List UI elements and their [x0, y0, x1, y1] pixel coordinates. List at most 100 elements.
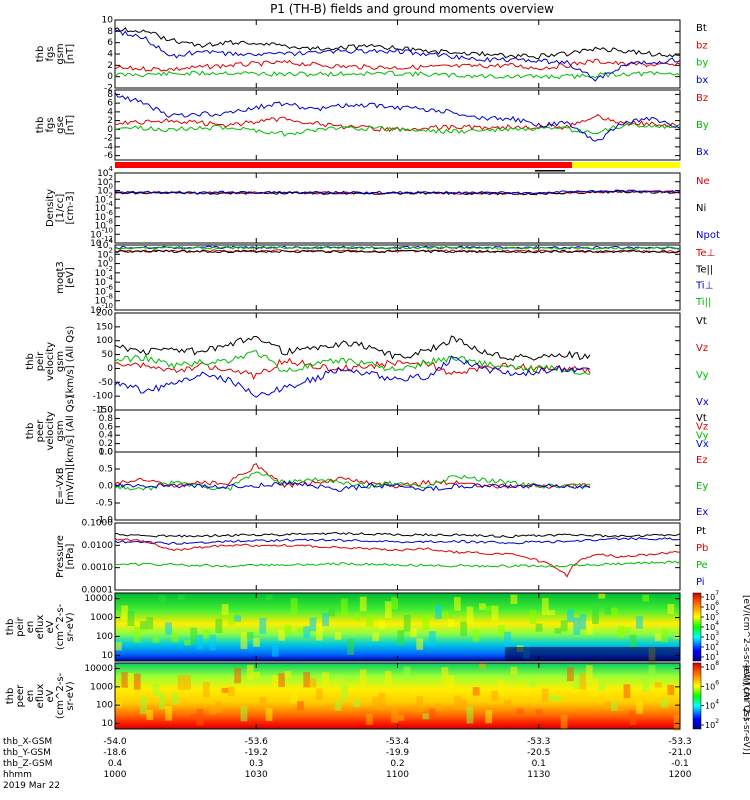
colorbar-peer	[692, 662, 702, 730]
y-tick-label: 100	[97, 256, 113, 270]
y-tick-label: 10-6	[95, 283, 114, 297]
y-tick-label: 4	[107, 107, 113, 117]
legend-entry: Vy	[696, 370, 709, 381]
series-pressure-Pb	[114, 537, 680, 578]
legend-entry: Pt	[696, 526, 706, 537]
panel-frame	[114, 244, 681, 311]
mode-bar	[115, 162, 680, 172]
y-tick-label: 10-4	[95, 274, 114, 288]
y-label-line: Pressure	[55, 535, 66, 578]
colorbar-tick-label: 104	[705, 620, 719, 632]
series-pressure-Pe	[114, 560, 681, 568]
y-label-line: eV	[45, 620, 56, 633]
footer-value-z: 0.3	[249, 759, 263, 769]
colorbar-tick-label: 103	[705, 630, 719, 642]
y-axis-label: thb peer en eflux eV (cm^2-s-sr-eV)	[5, 672, 76, 719]
y-tick-label: 6	[107, 99, 113, 109]
footer-value-x: -53.4	[386, 737, 410, 747]
y-axis-label: Density [1/cc] [cm-3]	[45, 189, 76, 227]
colorbar-tick-label: 101	[705, 650, 719, 662]
x-ticks	[114, 593, 681, 661]
y-tick-label: -0.5	[95, 499, 113, 509]
legend-entry: Ti||	[695, 297, 711, 308]
y-label-line: peer	[15, 684, 26, 708]
series-fgs-gsm-Bt	[114, 26, 681, 60]
series-pressure-Pt	[114, 531, 681, 538]
y-label-line: [km/s] (All Qs)	[65, 395, 76, 467]
y-label-line: [km/s] (All Qs)	[65, 326, 76, 398]
y-label-line: gse	[55, 116, 66, 134]
x-ticks	[114, 410, 681, 452]
legend-entry: Vz	[696, 422, 708, 433]
legend: Bt bz by bx	[696, 23, 708, 86]
y-label-line: thb	[25, 353, 36, 370]
y-tick-label: 100	[97, 183, 113, 197]
y-label-line: sr-eV)	[65, 612, 76, 641]
y-label-line: thb	[5, 619, 16, 636]
y-axis-label: thb peer velocity gsm [km/s] (All Qs)	[25, 395, 76, 467]
colorbar-tick-label: 102	[705, 640, 719, 652]
mode-bar-marker	[535, 170, 565, 172]
x-ticks	[114, 523, 681, 590]
series-fgs-gse-Bx	[114, 92, 681, 142]
y-label-line: velocity	[45, 342, 56, 381]
x-ticks	[114, 663, 681, 729]
colorbar-tick-label: 106	[705, 679, 719, 691]
legend: Bz By Bx	[696, 93, 709, 158]
colorbar-tick-label: 107	[705, 590, 719, 602]
y-tick-label: 0.0100	[82, 541, 114, 551]
y-ticks: 10000 1000 100 10	[84, 664, 680, 729]
y-label-line: eV	[45, 689, 56, 702]
footer-value-y: -19.9	[386, 748, 410, 758]
footer-value-hhmm: 1000	[104, 770, 127, 780]
y-label-line: velocity	[45, 411, 56, 450]
y-axis-label: thb peir velocity gsm [km/s] (All Qs)	[25, 326, 76, 398]
y-tick-label: 100	[96, 336, 113, 346]
y-tick-label: 10	[102, 719, 114, 729]
y-ticks: 0.1000 0.0100 0.0010 0.0001	[82, 519, 680, 596]
legend-entry: bz	[696, 40, 708, 51]
y-label-line: en	[25, 690, 36, 703]
y-tick-label: 2	[107, 116, 113, 126]
colorbar-peir-label: [eV/(cm^2-s-sr-eV)] (All Qs)	[741, 595, 750, 720]
y-tick-label: 0.0	[99, 482, 114, 492]
y-label-line: (cm^2-s-	[55, 603, 66, 650]
mode-bar-yellow	[572, 162, 680, 168]
footer-value-z: -0.1	[671, 759, 689, 769]
y-tick-label: 8	[107, 90, 113, 100]
y-label-line: eflux	[35, 615, 46, 640]
y-label-line: sr-eV)	[65, 681, 76, 710]
y-tick-label: 0.2	[99, 439, 113, 449]
y-tick-label: 104	[97, 165, 113, 179]
legend-entry: Bt	[696, 23, 707, 34]
x-ticks	[114, 245, 681, 310]
series-temperature-Te||	[114, 249, 681, 254]
y-tick-label: 0.5	[99, 465, 113, 475]
y-label-line: (cm^2-s-	[55, 672, 66, 719]
series-fgs-gsm-bz	[114, 58, 681, 72]
y-label-line: [nT]	[65, 115, 76, 135]
y-label-line: gsm	[55, 351, 66, 372]
y-tick-label: 0.4	[99, 431, 114, 441]
series-pressure-Pi	[114, 537, 681, 545]
y-tick-label: 1000	[90, 613, 113, 623]
series-peir-velocity-Vy	[114, 350, 591, 375]
panel-peir-velocity: 200 150 100 50 0 -50 -100 -150 thb peir velocity gs…	[25, 309, 709, 416]
panel-frame	[114, 522, 681, 591]
series-peir-velocity-Vz	[114, 357, 591, 381]
footer-value-hhmm: 1200	[669, 770, 692, 780]
y-tick-label: 104	[97, 237, 113, 251]
y-tick-label: 0	[107, 125, 113, 135]
y-tick-label: 10-8	[95, 218, 113, 232]
y-label-line: moqt3	[55, 261, 66, 294]
footer-value-x: -54.0	[103, 737, 127, 747]
y-axis-label: Pressure [nPa]	[55, 535, 76, 578]
y-tick-label: 4	[107, 50, 113, 60]
